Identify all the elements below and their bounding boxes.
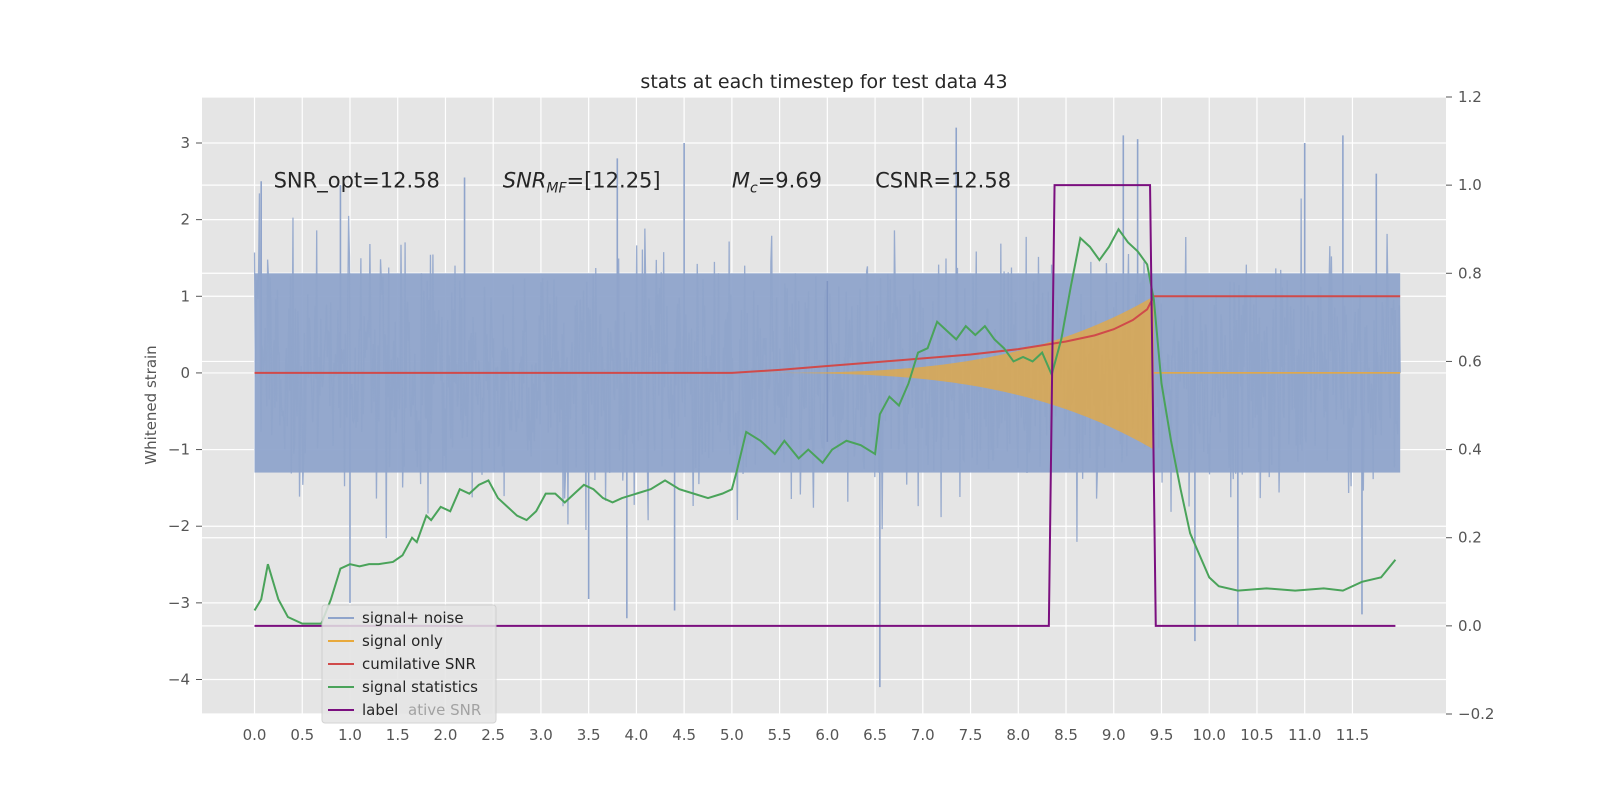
x-tick-label: 3.5 bbox=[577, 726, 601, 744]
signal-envelope bbox=[731, 296, 1154, 450]
y2-tick-label: 0.8 bbox=[1458, 264, 1482, 282]
x-tick-label: 7.0 bbox=[911, 726, 935, 744]
legend: signal+ noise signal only cumilative SNR si… bbox=[321, 604, 497, 724]
x-tick-label: 10.5 bbox=[1240, 726, 1273, 744]
x-tick-label: 9.0 bbox=[1102, 726, 1126, 744]
legend-label: signal statistics bbox=[362, 678, 478, 696]
legend-label: signal+ noise bbox=[362, 609, 464, 627]
lines-series bbox=[253, 184, 1401, 627]
x-tick-label: 3.0 bbox=[529, 726, 553, 744]
annotations: SNR_opt=12.58 SNRMF=[12.25] Mc=9.69 CSNR=12… bbox=[274, 168, 1011, 196]
x-tick-label: 1.0 bbox=[338, 726, 362, 744]
y-tick-label: 1 bbox=[180, 287, 190, 305]
x-tick-label: 5.0 bbox=[720, 726, 744, 744]
y2-tick-label: 1.0 bbox=[1458, 176, 1482, 194]
label-line bbox=[254, 184, 1396, 627]
plot-layers bbox=[253, 127, 1401, 688]
x-tick-label: 9.5 bbox=[1150, 726, 1174, 744]
y-tick-label: 2 bbox=[180, 211, 190, 229]
x-tick-label: 6.0 bbox=[815, 726, 839, 744]
x-tick-label: 8.5 bbox=[1054, 726, 1078, 744]
y2-tick-label: 0.6 bbox=[1458, 352, 1482, 370]
y-tick-label: 3 bbox=[180, 134, 190, 152]
x-tick-label: 0.5 bbox=[290, 726, 314, 744]
y2-tick-label: 0.2 bbox=[1458, 529, 1482, 547]
signal-series bbox=[731, 296, 1401, 450]
x-tick-label: 11.0 bbox=[1288, 726, 1321, 744]
x-tick-label: 7.5 bbox=[959, 726, 983, 744]
legend-label: label bbox=[362, 701, 398, 719]
y2-tick-label: 1.2 bbox=[1458, 88, 1482, 106]
x-tick-label: 10.0 bbox=[1193, 726, 1226, 744]
x-tick-label: 0.0 bbox=[243, 726, 267, 744]
legend-label: cumilative SNR bbox=[362, 655, 476, 673]
x-tick-label: 4.0 bbox=[624, 726, 648, 744]
y2-tick-label: −0.2 bbox=[1458, 705, 1494, 723]
y2-tick-label: 0.0 bbox=[1458, 617, 1482, 635]
y2-tick-label: 0.4 bbox=[1458, 441, 1482, 459]
x-tick-label: 2.0 bbox=[434, 726, 458, 744]
legend-label: signal only bbox=[362, 632, 443, 650]
x-tick-label: 8.0 bbox=[1006, 726, 1030, 744]
x-tick-label: 2.5 bbox=[481, 726, 505, 744]
y-tick-label: 0 bbox=[180, 364, 190, 382]
annotation-text: CSNR=12.58 bbox=[875, 168, 1011, 192]
x-tick-label: 6.5 bbox=[863, 726, 887, 744]
y-tick-label: −1 bbox=[168, 441, 190, 459]
y-axis-label: Whitened strain bbox=[142, 345, 160, 464]
x-axis: 0.0 0.5 1.0 1.5 2.0 2.5 3.0 3.5 4.0 4.5 5.0 5.5 6.0 6… bbox=[243, 726, 1370, 744]
signal-statistics-line bbox=[253, 227, 1397, 625]
x-tick-label: 1.5 bbox=[386, 726, 410, 744]
annotation-text: Mc=9.69 bbox=[732, 168, 822, 196]
x-tick-label: 5.5 bbox=[768, 726, 792, 744]
cumulative-snr-line bbox=[254, 295, 1401, 374]
x-tick-label: 4.5 bbox=[672, 726, 696, 744]
legend-box bbox=[321, 604, 497, 724]
annotation-text: SNRMF=[12.25] bbox=[503, 168, 661, 196]
annotation-text: SNR_opt=12.58 bbox=[274, 168, 440, 193]
y-axis-left: 3 2 1 0 −1 −2 −3 −4 bbox=[168, 134, 202, 689]
y-tick-label: −3 bbox=[168, 594, 190, 612]
x-tick-label: 11.5 bbox=[1336, 726, 1369, 744]
legend-ghost-label: ative SNR bbox=[408, 701, 481, 719]
y-tick-label: −4 bbox=[168, 671, 190, 689]
y-tick-label: −2 bbox=[168, 517, 190, 535]
chart-title: stats at each timestep for test data 43 bbox=[640, 71, 1007, 93]
y-axis-right: 1.2 1.0 0.8 0.6 0.4 0.2 0.0 −0.2 bbox=[1446, 88, 1494, 723]
